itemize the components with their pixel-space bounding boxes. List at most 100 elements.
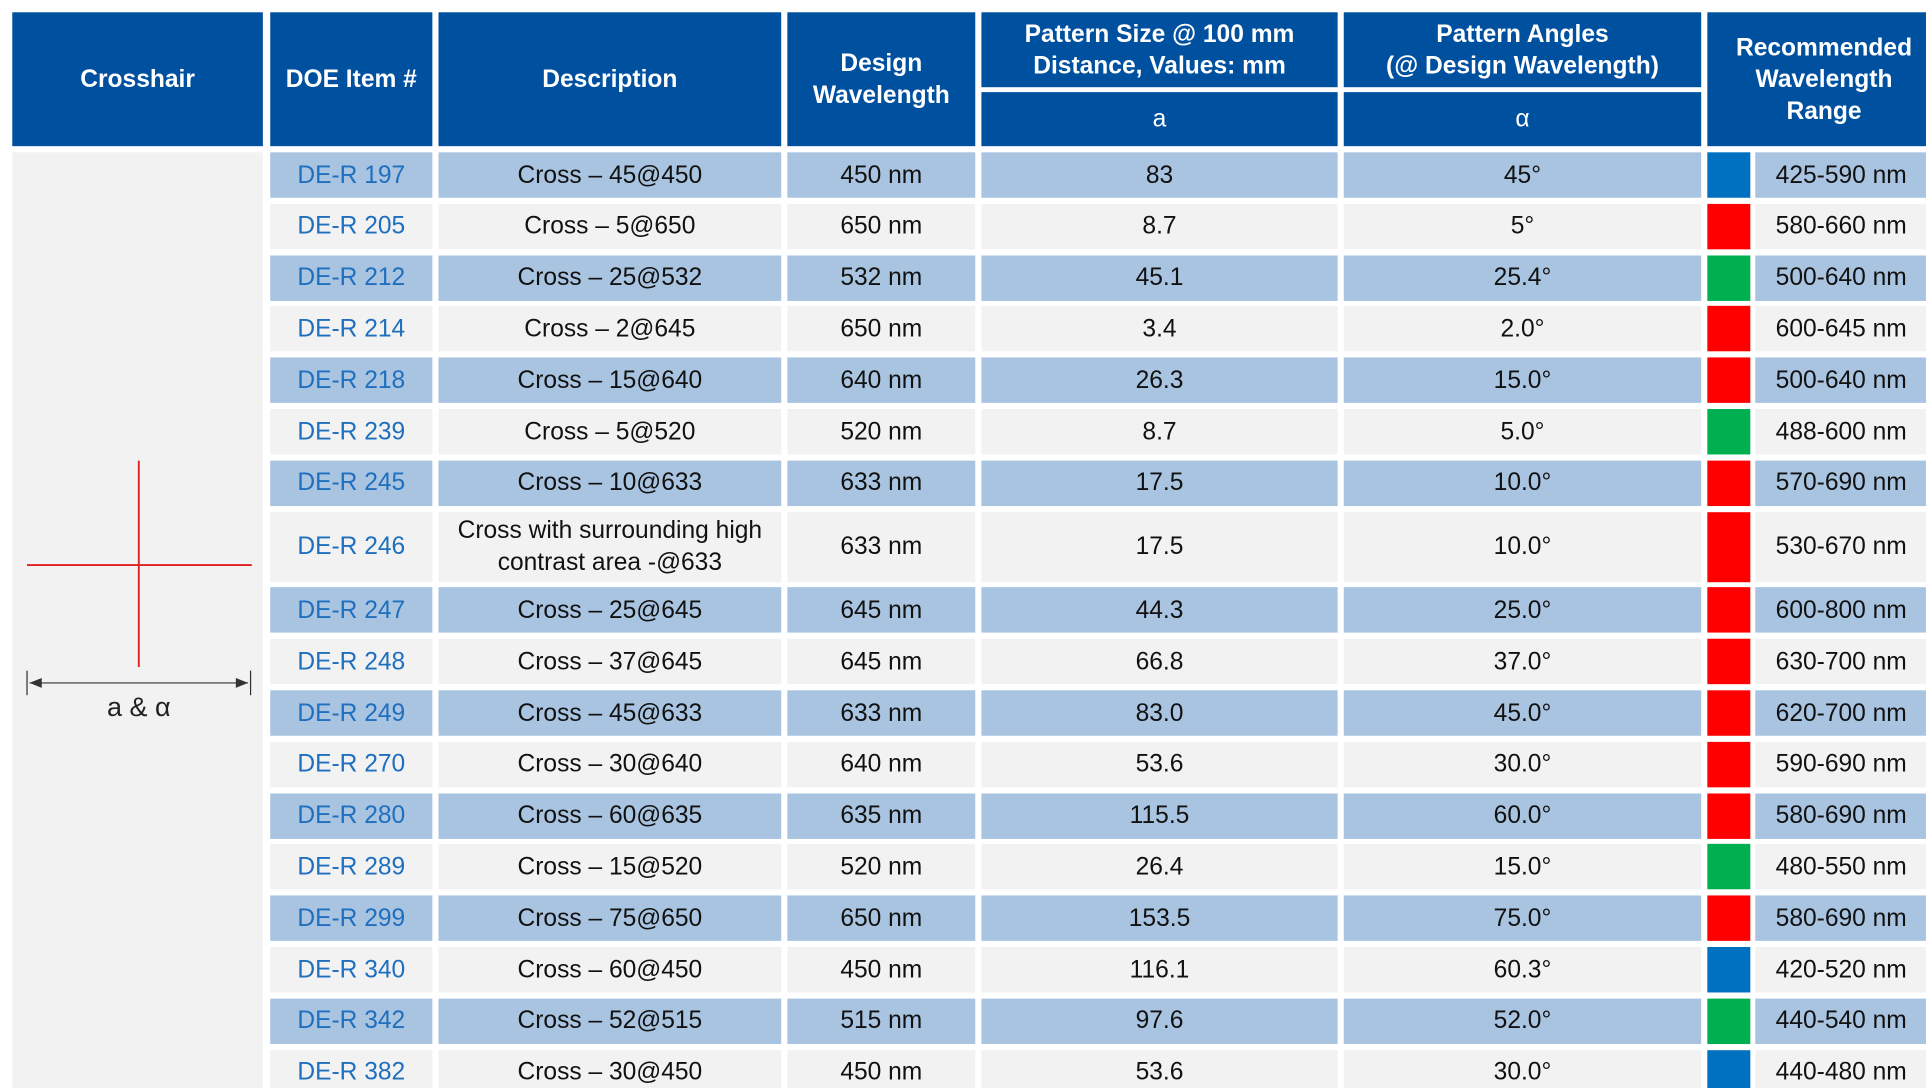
- color-swatch: [1707, 741, 1751, 788]
- header-cell: Recommended Wavelength Range: [1707, 12, 1926, 147]
- item-cell: DE-R 218: [270, 357, 433, 404]
- wavelength-cell: 645 nm: [787, 587, 976, 634]
- range-cell: 440-540 nm: [1755, 998, 1926, 1044]
- item-cell: DE-R 247: [270, 587, 433, 634]
- size-cell: 116.1: [981, 947, 1338, 993]
- angle-cell: 30.0°: [1343, 1049, 1702, 1088]
- size-cell: 53.6: [981, 1049, 1338, 1088]
- color-swatch: [1707, 587, 1751, 634]
- header-cell: Description: [438, 12, 782, 147]
- range-cell: 580-690 nm: [1755, 895, 1926, 942]
- range-cell: 590-690 nm: [1755, 741, 1926, 788]
- description-cell: Cross – 15@640: [438, 357, 782, 404]
- wavelength-cell: 520 nm: [787, 409, 976, 455]
- wavelength-cell: 633 nm: [787, 460, 976, 506]
- range-cell: 500-640 nm: [1755, 254, 1926, 301]
- header-cell: DOE Item #: [270, 12, 433, 147]
- angle-cell: 5.0°: [1343, 409, 1702, 455]
- description-cell: Cross – 60@635: [438, 792, 782, 839]
- angle-cell: 10.0°: [1343, 460, 1702, 506]
- color-swatch: [1707, 306, 1751, 352]
- size-cell: 66.8: [981, 638, 1338, 685]
- item-cell: DE-R 280: [270, 792, 433, 839]
- size-cell: 8.7: [981, 203, 1338, 250]
- range-cell: 440-480 nm: [1755, 1049, 1926, 1088]
- description-cell: Cross – 10@633: [438, 460, 782, 506]
- item-cell: DE-R 289: [270, 844, 433, 890]
- angle-cell: 75.0°: [1343, 895, 1702, 942]
- color-swatch: [1707, 844, 1751, 890]
- angle-cell: 45.0°: [1343, 690, 1702, 736]
- item-cell: DE-R 214: [270, 306, 433, 352]
- wavelength-cell: 450 nm: [787, 947, 976, 993]
- angle-cell: 52.0°: [1343, 998, 1702, 1044]
- angle-cell: 60.0°: [1343, 792, 1702, 839]
- item-cell: DE-R 382: [270, 1049, 433, 1088]
- size-cell: 26.4: [981, 844, 1338, 890]
- color-swatch: [1707, 203, 1751, 250]
- crosshair-diagram: a & α: [26, 460, 252, 722]
- angle-cell: 15.0°: [1343, 844, 1702, 890]
- color-swatch: [1707, 254, 1751, 301]
- item-cell: DE-R 239: [270, 409, 433, 455]
- diagram-label: a & α: [107, 692, 171, 722]
- item-cell: DE-R 270: [270, 741, 433, 788]
- wavelength-cell: 635 nm: [787, 792, 976, 839]
- color-swatch: [1707, 638, 1751, 685]
- item-cell: DE-R 340: [270, 947, 433, 993]
- wavelength-cell: 515 nm: [787, 998, 976, 1044]
- angle-cell: 5°: [1343, 203, 1702, 250]
- range-cell: 580-690 nm: [1755, 792, 1926, 839]
- color-swatch: [1707, 460, 1751, 506]
- size-cell: 3.4: [981, 306, 1338, 352]
- item-cell: DE-R 205: [270, 203, 433, 250]
- range-cell: 530-670 nm: [1755, 511, 1926, 582]
- angle-cell: 10.0°: [1343, 511, 1702, 582]
- description-cell: Cross – 52@515: [438, 998, 782, 1044]
- angle-cell: 30.0°: [1343, 741, 1702, 788]
- description-cell: Cross – 45@633: [438, 690, 782, 736]
- size-cell: 83: [981, 152, 1338, 198]
- color-swatch: [1707, 152, 1751, 198]
- item-cell: DE-R 212: [270, 254, 433, 301]
- header-cell: Crosshair: [12, 12, 263, 147]
- description-cell: Cross – 5@650: [438, 203, 782, 250]
- range-cell: 600-800 nm: [1755, 587, 1926, 634]
- header-cell: Pattern Size @ 100 mm Distance, Values: …: [981, 12, 1338, 88]
- header-cell: Pattern Angles (@ Design Wavelength): [1343, 12, 1702, 88]
- size-cell: 26.3: [981, 357, 1338, 404]
- range-cell: 420-520 nm: [1755, 947, 1926, 993]
- range-cell: 480-550 nm: [1755, 844, 1926, 890]
- description-cell: Cross – 75@650: [438, 895, 782, 942]
- color-swatch: [1707, 947, 1751, 993]
- size-cell: 17.5: [981, 511, 1338, 582]
- item-cell: DE-R 245: [270, 460, 433, 506]
- color-swatch: [1707, 511, 1751, 582]
- color-swatch: [1707, 1049, 1751, 1088]
- wavelength-cell: 640 nm: [787, 741, 976, 788]
- wavelength-cell: 532 nm: [787, 254, 976, 301]
- wavelength-cell: 520 nm: [787, 844, 976, 890]
- description-cell: Cross – 5@520: [438, 409, 782, 455]
- description-cell: Cross – 25@532: [438, 254, 782, 301]
- description-cell: Cross with surrounding high contrast are…: [438, 511, 782, 582]
- color-swatch: [1707, 895, 1751, 942]
- range-cell: 570-690 nm: [1755, 460, 1926, 506]
- description-cell: Cross – 37@645: [438, 638, 782, 685]
- description-cell: Cross – 25@645: [438, 587, 782, 634]
- wavelength-cell: 633 nm: [787, 511, 976, 582]
- item-cell: DE-R 246: [270, 511, 433, 582]
- angle-cell: 45°: [1343, 152, 1702, 198]
- range-cell: 500-640 nm: [1755, 357, 1926, 404]
- header-cell: a: [981, 92, 1338, 147]
- description-cell: Cross – 30@450: [438, 1049, 782, 1088]
- angle-cell: 25.0°: [1343, 587, 1702, 634]
- color-swatch: [1707, 409, 1751, 455]
- range-cell: 580-660 nm: [1755, 203, 1926, 250]
- wavelength-cell: 650 nm: [787, 306, 976, 352]
- range-cell: 620-700 nm: [1755, 690, 1926, 736]
- item-cell: DE-R 249: [270, 690, 433, 736]
- size-cell: 44.3: [981, 587, 1338, 634]
